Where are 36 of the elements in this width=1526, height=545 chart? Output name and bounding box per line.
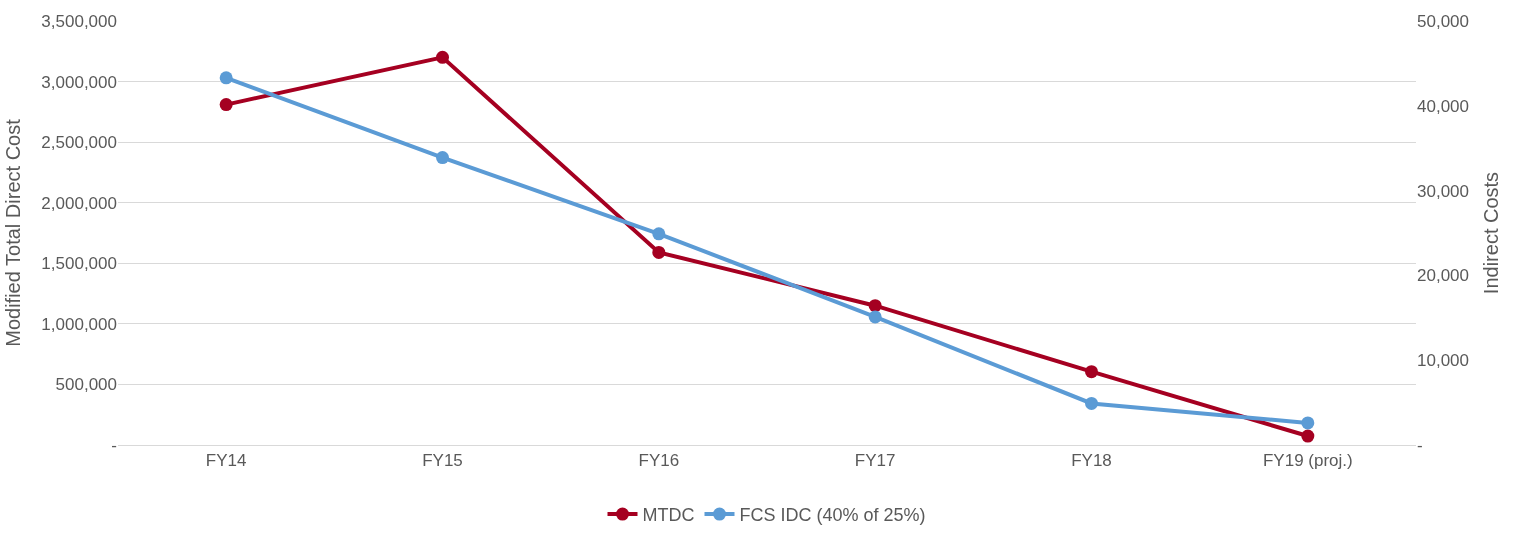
y-tick-label: 500,000: [55, 375, 117, 395]
point: [436, 50, 449, 64]
x-tick-label: FY19 (proj.): [1262, 451, 1353, 471]
y-tick-label: 2,500,000: [41, 133, 117, 153]
legend-label: MTDC: [642, 505, 695, 526]
y-tick-label: 1,500,000: [41, 254, 117, 274]
point: [1301, 416, 1315, 430]
point: [219, 98, 233, 112]
point: [1301, 429, 1315, 443]
point: [868, 299, 882, 313]
y-tick-label: 2,000,000: [41, 193, 117, 213]
y-axis-title: Modified Total Direct Cost: [1, 118, 24, 347]
point: [219, 71, 233, 85]
y2-tick-label: 10,000: [1417, 351, 1469, 371]
y2-axis-title: Indirect Costs: [1479, 171, 1502, 295]
legend-label: FCS IDC (40% of 25%): [739, 505, 926, 526]
point: [1085, 396, 1098, 410]
point: [652, 245, 666, 259]
point: [652, 227, 666, 241]
point: [436, 151, 449, 165]
x-tick-label: FY14: [205, 451, 247, 471]
y2-tick-label: 40,000: [1417, 96, 1469, 116]
y-tick-label: 3,000,000: [41, 72, 117, 92]
x-tick-label: FY15: [422, 451, 463, 471]
x-tick-label: FY17: [854, 451, 896, 471]
x-tick-label: FY16: [638, 451, 680, 471]
point: [868, 310, 882, 324]
y-tick-label: 3,500,000: [41, 11, 117, 31]
y2-tick-label: 20,000: [1417, 266, 1469, 286]
y2-tick-label: 50,000: [1417, 11, 1469, 31]
y2-tick-label: -: [1417, 435, 1423, 455]
x-tick-label: FY18: [1071, 451, 1112, 471]
point: [1085, 365, 1098, 379]
y2-tick-label: 30,000: [1417, 181, 1469, 201]
y-tick-label: -: [111, 435, 117, 455]
y-tick-label: 1,000,000: [41, 314, 117, 334]
